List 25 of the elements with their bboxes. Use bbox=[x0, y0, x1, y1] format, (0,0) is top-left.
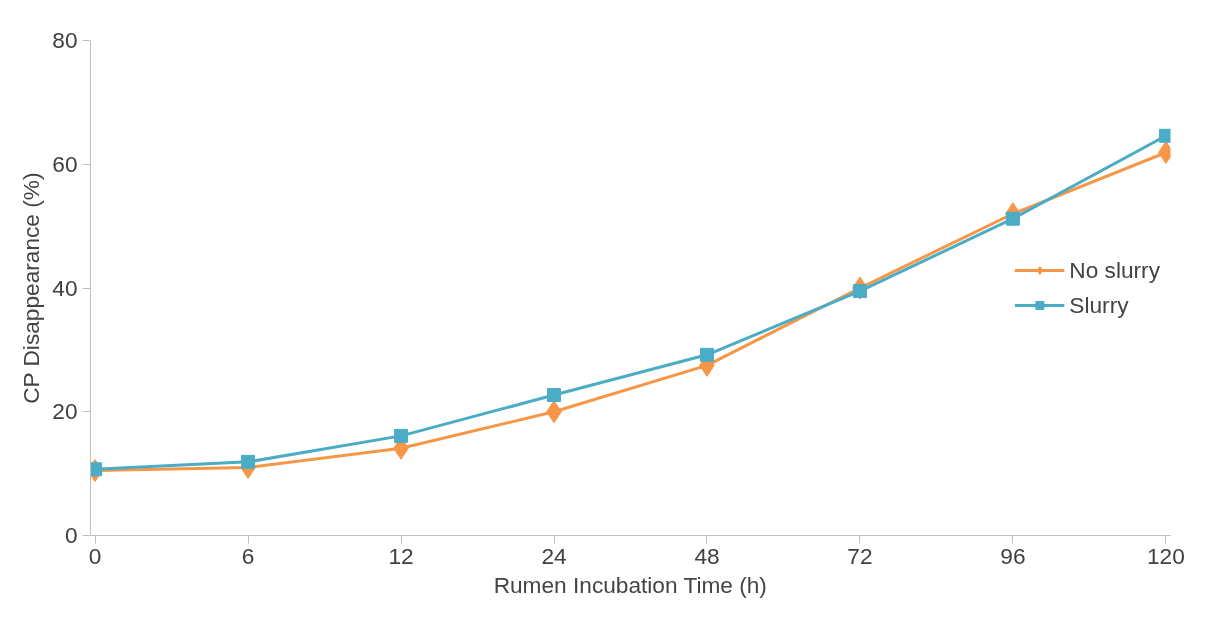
x-tick-label: 24 bbox=[541, 542, 567, 569]
x-tick-label: 72 bbox=[847, 542, 873, 569]
x-tick-label: 48 bbox=[694, 542, 720, 569]
point bbox=[241, 454, 256, 469]
y-tick-label: 80 bbox=[52, 27, 78, 53]
x-tick-label: 12 bbox=[388, 542, 414, 569]
x-tick-label: 0 bbox=[88, 542, 102, 569]
x-tick-label: 120 bbox=[1147, 542, 1185, 569]
point bbox=[852, 284, 867, 299]
y-tick-label: 40 bbox=[52, 274, 78, 301]
y-tick-label: 20 bbox=[52, 398, 78, 425]
y-tick-label: 60 bbox=[52, 150, 78, 177]
point bbox=[699, 347, 714, 362]
x-axis-title: Rumen Incubation Time (h) bbox=[493, 571, 767, 598]
y-axis-title: CP Disappearance (%) bbox=[18, 172, 45, 404]
x-tick-label: 96 bbox=[1000, 542, 1026, 569]
point bbox=[1158, 128, 1171, 143]
legend-label: No slurry bbox=[1069, 256, 1160, 284]
point bbox=[90, 462, 103, 477]
point bbox=[547, 388, 562, 403]
y-tick-label: 0 bbox=[64, 522, 78, 548]
x-tick-label: 6 bbox=[241, 542, 255, 569]
point bbox=[394, 428, 409, 443]
point bbox=[1005, 211, 1020, 226]
legend-label: Slurry bbox=[1069, 291, 1129, 319]
